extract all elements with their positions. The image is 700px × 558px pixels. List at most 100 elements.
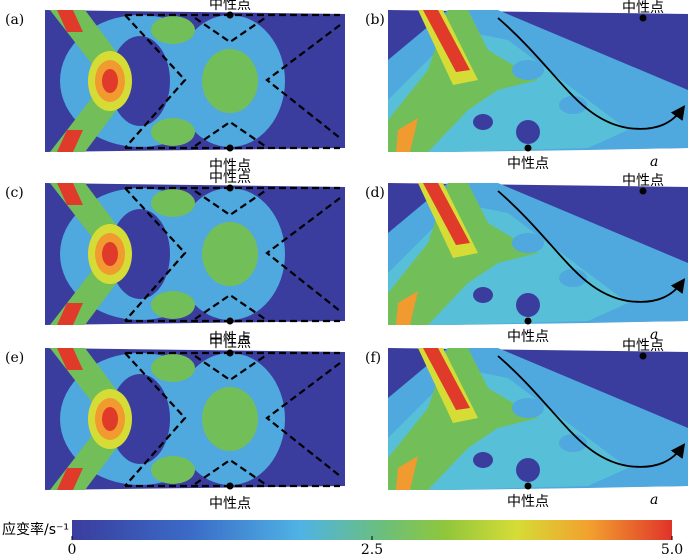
- contour: [512, 233, 544, 253]
- contour: [512, 60, 544, 80]
- neutral-point: [226, 11, 234, 19]
- contour: [151, 456, 195, 484]
- contour: [57, 130, 83, 152]
- panel-label: (e): [5, 350, 24, 366]
- tick-label: 0: [68, 542, 77, 558]
- colorbar-label: 应变率/s⁻¹: [2, 521, 69, 538]
- contour: [50, 348, 130, 490]
- contour: [202, 387, 258, 451]
- panel-label: (b): [365, 12, 385, 28]
- arrow: [497, 355, 686, 468]
- neutral-label: 中性点: [209, 331, 251, 347]
- tick-label: 2.5: [361, 542, 383, 558]
- contour: [516, 458, 540, 482]
- contour: [559, 434, 587, 452]
- arrow: [497, 17, 686, 130]
- contour: [423, 348, 470, 410]
- dashed-line: [194, 458, 266, 485]
- contour: [559, 96, 587, 114]
- panel-label: (a): [5, 12, 24, 28]
- dashed-line: [265, 362, 341, 477]
- neutral-point: [524, 482, 532, 490]
- dashed-line: [194, 293, 266, 320]
- contour: [57, 10, 83, 32]
- panel-label: (f): [365, 350, 381, 366]
- neutral-point: [226, 317, 234, 325]
- contour: [50, 10, 130, 152]
- contour: [110, 209, 170, 299]
- neutral-label: 中性点: [209, 170, 251, 186]
- dashed-line: [194, 190, 266, 217]
- end-label: a: [650, 327, 658, 343]
- neutral-point: [639, 14, 647, 22]
- neutral-label: 中性点: [507, 156, 549, 172]
- contour: [50, 183, 130, 325]
- contour: [512, 398, 544, 418]
- contour: [102, 69, 118, 93]
- dashed-line: [194, 355, 266, 382]
- contour: [423, 183, 470, 245]
- neutral-label: 中性点: [209, 0, 251, 13]
- contour: [473, 452, 493, 468]
- neutral-point: [226, 184, 234, 192]
- neutral-label: 中性点: [209, 158, 251, 174]
- contour: [102, 242, 118, 266]
- colorbar: [72, 520, 672, 540]
- neutral-point: [639, 187, 647, 195]
- dashed-line: [124, 187, 187, 322]
- contour: [396, 291, 418, 325]
- contour: [57, 303, 83, 325]
- dashed-line: [265, 24, 341, 139]
- neutral-point: [524, 317, 532, 325]
- neutral-label: 中性点: [507, 494, 549, 510]
- neutral-point: [226, 144, 234, 152]
- neutral-label: 中性点: [622, 338, 664, 354]
- panel-label: (c): [5, 185, 24, 201]
- contour: [202, 49, 258, 113]
- dashed-line: [124, 14, 187, 149]
- contour: [516, 120, 540, 144]
- contour: [151, 189, 195, 217]
- contour: [516, 293, 540, 317]
- dashed-line: [194, 120, 266, 147]
- contour: [559, 269, 587, 287]
- dashed-line: [265, 197, 341, 312]
- neutral-label: 中性点: [209, 496, 251, 512]
- neutral-label: 中性点: [622, 0, 664, 16]
- contour: [57, 183, 83, 205]
- arrow: [497, 190, 686, 303]
- end-label: a: [650, 492, 658, 508]
- contour: [473, 114, 493, 130]
- neutral-point: [226, 482, 234, 490]
- contour: [151, 16, 195, 44]
- contour: [57, 348, 83, 370]
- contour: [151, 118, 195, 146]
- contour: [151, 291, 195, 319]
- neutral-point: [524, 144, 532, 152]
- contour: [57, 468, 83, 490]
- dashed-line: [194, 17, 266, 44]
- neutral-point: [639, 352, 647, 360]
- neutral-label: 中性点: [622, 173, 664, 189]
- contour: [151, 354, 195, 382]
- contour: [423, 10, 470, 72]
- contour: [110, 374, 170, 464]
- contour: [396, 456, 418, 490]
- neutral-point: [226, 349, 234, 357]
- contour: [396, 118, 418, 152]
- contour: [473, 287, 493, 303]
- neutral-label: 中性点: [209, 335, 251, 351]
- tick-label: 5.0: [661, 542, 683, 558]
- neutral-label: 中性点: [507, 329, 549, 345]
- panel-label: (d): [365, 185, 385, 201]
- contour: [110, 36, 170, 126]
- contour: [202, 222, 258, 286]
- dashed-line: [124, 352, 187, 487]
